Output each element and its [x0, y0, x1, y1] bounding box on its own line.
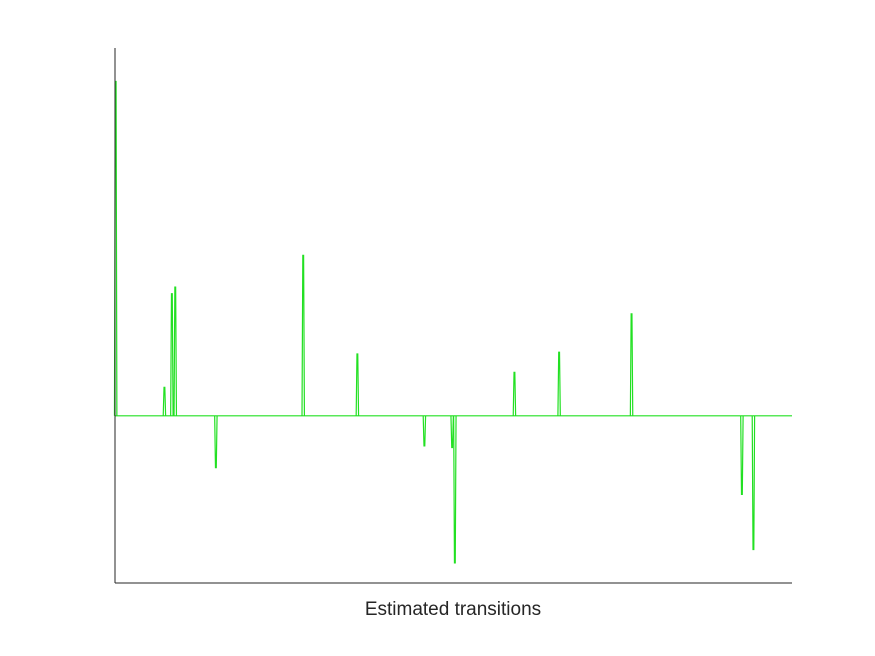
transition-spike-15: [751, 415, 756, 551]
transition-spike-6: [301, 254, 306, 416]
transition-spike-10: [453, 415, 457, 564]
transition-spike-2: [162, 386, 167, 416]
transition-spike-11: [512, 371, 517, 416]
transition-spike-7: [355, 353, 360, 416]
transition-spike-13: [629, 313, 634, 416]
x-axis-label: Estimated transitions: [365, 599, 541, 620]
transition-spike-4: [173, 286, 178, 416]
transition-spike-14: [740, 415, 744, 495]
transition-spike-8: [422, 415, 427, 447]
transition-spike-3: [170, 293, 174, 416]
transition-spike-9: [450, 415, 454, 449]
plot-area: [113, 80, 792, 564]
transition-spike-5: [214, 415, 218, 469]
transition-spike-12: [557, 351, 561, 416]
